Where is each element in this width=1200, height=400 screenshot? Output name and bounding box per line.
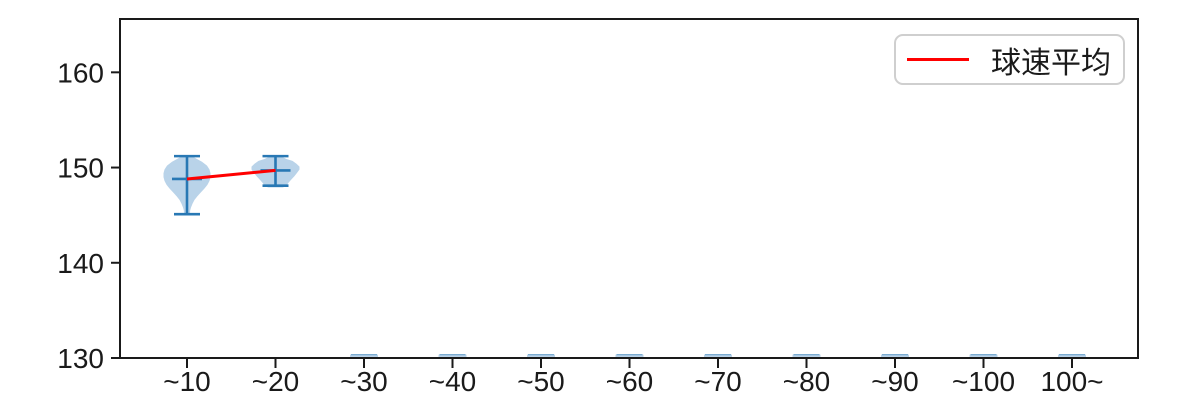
- x-tick-label: ~10: [163, 366, 211, 397]
- x-tick-label: 100~: [1040, 366, 1103, 397]
- baseline-violin: [704, 354, 732, 358]
- x-tick-label: ~60: [606, 366, 654, 397]
- mean-speed-line: [186, 168, 276, 181]
- baseline-violin: [1058, 354, 1086, 358]
- x-tick-label: ~100: [952, 366, 1015, 397]
- x-tick-label: ~90: [871, 366, 919, 397]
- baseline-violin: [881, 354, 909, 358]
- y-tick-label: 160: [57, 57, 104, 88]
- y-tick-label: 140: [57, 248, 104, 279]
- x-tick-label: ~50: [517, 366, 565, 397]
- baseline-violin: [527, 354, 555, 358]
- y-tick-label: 150: [57, 153, 104, 184]
- x-tick-label: ~40: [429, 366, 477, 397]
- x-tick-label: ~70: [694, 366, 742, 397]
- axes-box: [119, 18, 1139, 359]
- legend-line-icon: [907, 58, 969, 61]
- baseline-violin: [438, 354, 467, 358]
- x-tick-label: ~20: [252, 366, 300, 397]
- baseline-violin: [615, 354, 644, 358]
- x-tick-label: ~30: [340, 366, 388, 397]
- baseline-violin: [792, 354, 821, 358]
- x-tick-label: ~80: [783, 366, 831, 397]
- legend: 球速平均: [894, 34, 1125, 85]
- y-tick-label: 130: [57, 343, 104, 374]
- baseline-violin: [350, 354, 378, 358]
- legend-label: 球速平均: [991, 46, 1111, 80]
- baseline-violin: [969, 354, 998, 358]
